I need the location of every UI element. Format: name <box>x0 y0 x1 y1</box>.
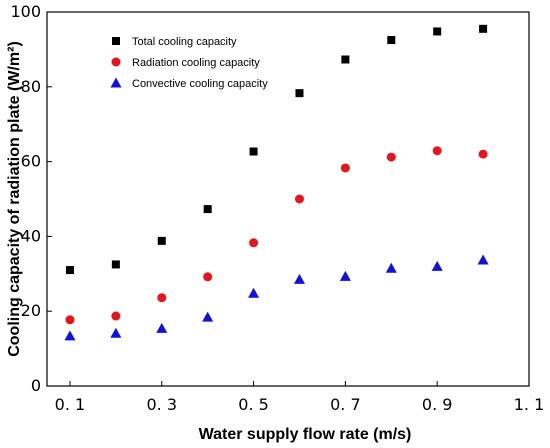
y-tick-label: 100 <box>10 2 41 21</box>
data-point-triangle <box>248 287 260 298</box>
data-point-triangle <box>64 330 76 341</box>
data-point-triangle <box>477 254 489 265</box>
data-point-square <box>387 36 396 45</box>
x-tick-label: 0. 3 <box>146 395 177 414</box>
series-triangle <box>64 254 489 341</box>
y-tick-label: 80 <box>21 77 41 96</box>
y-axis-ticks: 0 20 40 60 80 100 <box>10 2 52 395</box>
data-point-circle <box>432 146 442 156</box>
data-point-square <box>157 236 166 245</box>
data-point-square <box>479 24 488 33</box>
data-point-circle <box>294 194 304 204</box>
y-tick-label: 40 <box>21 226 41 245</box>
y-tick-label: 20 <box>21 301 41 320</box>
data-marks <box>64 24 489 341</box>
x-tick-label: 0. 9 <box>422 395 453 414</box>
y-tick-label: 60 <box>21 152 41 171</box>
data-point-triangle <box>202 311 214 322</box>
data-point-circle <box>249 238 259 248</box>
legend-item: Radiation cooling capacity <box>111 57 260 69</box>
y-tick-label: 0 <box>31 376 41 395</box>
data-point-circle <box>478 149 488 159</box>
data-point-triangle <box>156 322 168 333</box>
data-point-square <box>65 266 74 275</box>
x-tick-label: 0. 1 <box>55 395 86 414</box>
x-axis-title: Water supply flow rate (m/s) <box>199 426 412 443</box>
legend-marker-triangle <box>110 77 122 88</box>
legend-label: Convective cooling capacity <box>132 78 268 90</box>
data-point-square <box>295 89 304 98</box>
legend-marker-square <box>112 37 120 45</box>
x-tick-label: 1. 1 <box>514 395 545 414</box>
data-point-circle <box>111 311 121 321</box>
data-point-triangle <box>293 273 305 284</box>
legend-label: Radiation cooling capacity <box>132 57 260 69</box>
data-point-triangle <box>385 262 397 273</box>
data-point-triangle <box>110 327 122 338</box>
legend-item: Convective cooling capacity <box>110 77 268 90</box>
series-square <box>65 24 488 275</box>
legend: Total cooling capacity Radiation cooling … <box>110 36 268 90</box>
data-point-triangle <box>431 260 443 271</box>
data-point-circle <box>65 315 75 325</box>
legend-marker-circle <box>111 57 121 67</box>
data-point-triangle <box>339 270 351 281</box>
data-point-circle <box>157 293 167 303</box>
data-point-square <box>203 205 212 214</box>
series-circle <box>65 146 488 325</box>
data-point-square <box>341 55 350 64</box>
data-point-square <box>249 147 258 156</box>
x-tick-label: 0. 7 <box>330 395 361 414</box>
data-point-circle <box>203 272 213 282</box>
x-axis-ticks: 0. 1 0. 3 0. 5 0. 7 0. 9 1. 1 <box>55 381 545 414</box>
data-point-square <box>111 260 120 269</box>
legend-item: Total cooling capacity <box>112 36 237 48</box>
data-point-circle <box>386 152 396 162</box>
plot-frame <box>46 11 530 387</box>
x-tick-label: 0. 5 <box>238 395 269 414</box>
data-point-circle <box>340 163 350 173</box>
data-point-square <box>433 27 442 36</box>
y-axis-title: Cooling capacity of radiation plate (W/m… <box>6 41 23 357</box>
legend-label: Total cooling capacity <box>132 36 237 48</box>
